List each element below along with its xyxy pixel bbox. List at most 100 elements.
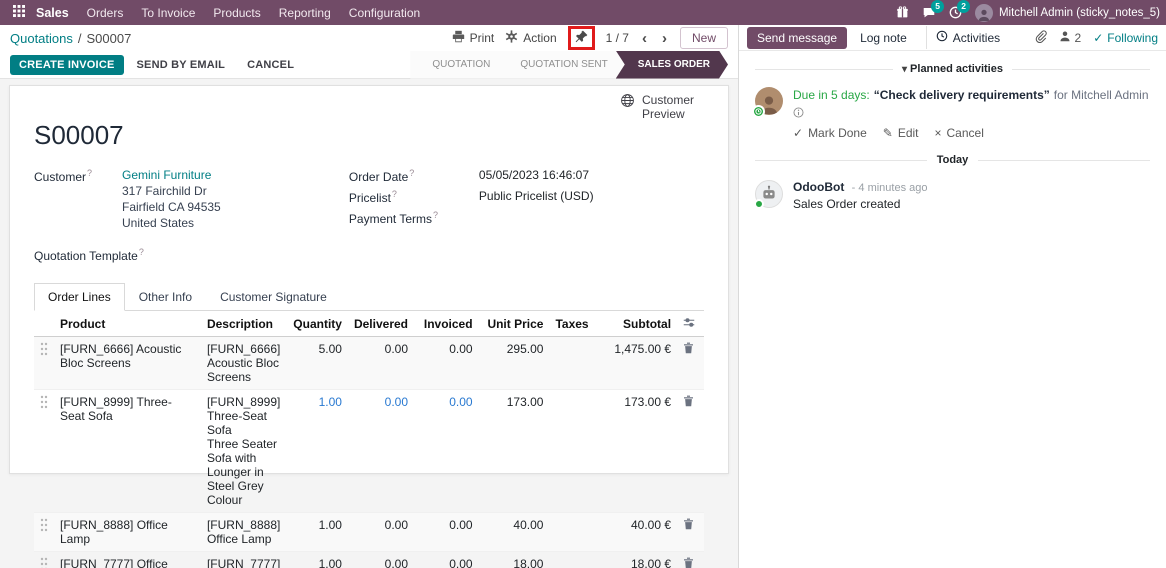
col-subtotal[interactable]: Subtotal <box>596 311 678 337</box>
optional-columns-icon[interactable] <box>677 311 704 337</box>
col-product[interactable]: Product <box>54 311 201 337</box>
today-separator: Today <box>755 154 1151 166</box>
invoiced-cell[interactable]: 0.00 <box>449 518 473 532</box>
taxes-cell[interactable] <box>549 552 596 568</box>
edit-activity-button[interactable]: ✎ Edit <box>882 126 919 141</box>
product-cell[interactable]: [FURN_6666] Acoustic Bloc Screens <box>60 342 182 370</box>
apps-menu-button[interactable] <box>6 0 32 25</box>
pager-next-button[interactable]: › <box>661 29 667 47</box>
step-sales-order[interactable]: SALES ORDER <box>616 51 728 79</box>
send-by-email-button[interactable]: SEND BY EMAIL <box>128 55 235 75</box>
create-invoice-button[interactable]: CREATE INVOICE <box>10 54 124 75</box>
quantity-cell[interactable]: 1.00 <box>318 557 342 568</box>
drag-handle-icon[interactable] <box>34 337 54 390</box>
activity-item: Due in 5 days: “Check delivery requireme… <box>752 87 1150 141</box>
customer-name-link[interactable]: Gemini Furniture <box>122 168 212 182</box>
tab-order-lines[interactable]: Order Lines <box>34 283 125 311</box>
drag-handle-icon[interactable] <box>34 513 54 552</box>
send-message-button[interactable]: Send message <box>747 26 848 49</box>
menu-configuration[interactable]: Configuration <box>340 0 429 25</box>
menu-reporting[interactable]: Reporting <box>270 0 340 25</box>
product-cell[interactable]: [FURN_8999] Three-Seat Sofa <box>60 395 172 423</box>
delivered-cell[interactable]: 0.00 <box>384 557 408 568</box>
activities-clock-icon[interactable]: 2 <box>949 0 970 19</box>
quantity-cell[interactable]: 1.00 <box>318 518 342 532</box>
unit-price-cell[interactable]: 173.00 <box>506 395 544 409</box>
tab-other-info[interactable]: Other Info <box>125 283 206 311</box>
description-cell[interactable]: [FURN_7777] Office Chair <box>206 557 281 568</box>
pin-button[interactable] <box>575 30 588 46</box>
invoiced-cell[interactable]: 0.00 <box>449 342 473 356</box>
message-author[interactable]: OdooBot <box>793 180 845 195</box>
col-quantity[interactable]: Quantity <box>286 311 348 337</box>
product-cell[interactable]: [FURN_7777] Office Chair <box>60 557 168 568</box>
followers-button[interactable]: 2 <box>1059 30 1081 45</box>
description-cell[interactable]: [FURN_8999] Three-Seat Sofa Three Seater … <box>206 395 281 507</box>
invoiced-cell[interactable]: 0.00 <box>449 395 473 409</box>
user-menu[interactable]: Mitchell Admin (sticky_notes_5) <box>974 3 1160 22</box>
step-quotation[interactable]: QUOTATION <box>410 51 508 79</box>
delete-line-icon[interactable] <box>677 552 704 568</box>
menu-products[interactable]: Products <box>204 0 269 25</box>
cancel-button[interactable]: CANCEL <box>238 55 303 75</box>
delivered-cell[interactable]: 0.00 <box>384 518 408 532</box>
menu-to-invoice[interactable]: To Invoice <box>132 0 204 25</box>
following-button[interactable]: ✓ Following <box>1093 30 1158 45</box>
delete-line-icon[interactable] <box>677 390 704 513</box>
unit-price-cell[interactable]: 295.00 <box>506 342 544 356</box>
order-title: S00007 <box>34 120 124 150</box>
subtotal-cell: 1,475.00 € <box>614 342 672 356</box>
description-cell[interactable]: [FURN_8888] Office Lamp <box>206 518 281 546</box>
step-quotation-sent[interactable]: QUOTATION SENT <box>498 51 625 79</box>
unit-price-cell[interactable]: 18.00 <box>513 557 544 568</box>
unit-price-cell[interactable]: 40.00 <box>513 518 544 532</box>
messages-icon[interactable]: 5 <box>922 0 944 19</box>
activity-assignee: for Mitchell Admin <box>1053 88 1149 102</box>
action-button[interactable]: Action <box>505 30 557 46</box>
log-note-button[interactable]: Log note <box>851 27 916 49</box>
taxes-cell[interactable] <box>549 337 596 390</box>
pin-icon <box>575 30 588 46</box>
taxes-cell[interactable] <box>549 513 596 552</box>
col-taxes[interactable]: Taxes <box>549 311 597 337</box>
delete-line-icon[interactable] <box>677 337 704 390</box>
chatter-message: OdooBot - 4 minutes ago Sales Order crea… <box>754 180 1150 212</box>
pager-previous-button[interactable]: ‹ <box>641 29 647 47</box>
col-delivered[interactable]: Delivered <box>347 311 414 337</box>
quantity-cell[interactable]: 1.00 <box>318 395 342 409</box>
col-description[interactable]: Description <box>200 311 287 337</box>
col-unit-price[interactable]: Unit Price <box>478 311 550 337</box>
product-cell[interactable]: [FURN_8888] Office Lamp <box>60 518 168 546</box>
taxes-cell[interactable] <box>549 390 596 513</box>
user-name: Mitchell Admin (sticky_notes_5) <box>998 6 1160 19</box>
print-button[interactable]: Print <box>452 30 494 46</box>
mark-done-button[interactable]: ✓ Mark Done <box>793 126 867 141</box>
activities-button[interactable]: Activities <box>925 26 1009 49</box>
delivered-cell[interactable]: 0.00 <box>384 342 408 356</box>
cancel-activity-button[interactable]: × Cancel <box>934 126 984 141</box>
delivered-cell[interactable]: 0.00 <box>384 395 408 409</box>
col-invoiced[interactable]: Invoiced <box>414 311 479 337</box>
info-icon[interactable] <box>793 107 804 121</box>
customer-preview-button[interactable]: Customer Preview <box>620 93 718 122</box>
app-name[interactable]: Sales <box>36 5 69 20</box>
order-date-value[interactable]: 05/05/2023 16:46:07 <box>478 168 589 182</box>
tab-customer-signature[interactable]: Customer Signature <box>206 283 341 311</box>
drag-handle-icon[interactable] <box>34 552 54 568</box>
breadcrumb-quotations-link[interactable]: Quotations <box>10 30 73 46</box>
drag-handle-icon[interactable] <box>34 390 54 513</box>
order-date-label: Order Date? <box>348 168 415 184</box>
order-line-row: [FURN_8888] Office Lamp [FURN_8888] Offi… <box>34 512 704 552</box>
caret-down-icon[interactable]: ▾ <box>902 64 908 75</box>
activity-state-clock-icon <box>752 105 765 118</box>
gift-icon[interactable] <box>896 6 909 19</box>
attachments-button[interactable] <box>1034 29 1047 46</box>
description-cell[interactable]: [FURN_6666] Acoustic Bloc Screens <box>206 342 281 384</box>
message-body: Sales Order created <box>793 197 901 212</box>
delete-line-icon[interactable] <box>677 513 704 552</box>
menu-orders[interactable]: Orders <box>78 0 133 25</box>
quantity-cell[interactable]: 5.00 <box>318 342 342 356</box>
pricelist-value[interactable]: Public Pricelist (USD) <box>478 189 594 203</box>
invoiced-cell[interactable]: 0.00 <box>449 557 473 568</box>
new-button[interactable]: New <box>679 27 728 49</box>
